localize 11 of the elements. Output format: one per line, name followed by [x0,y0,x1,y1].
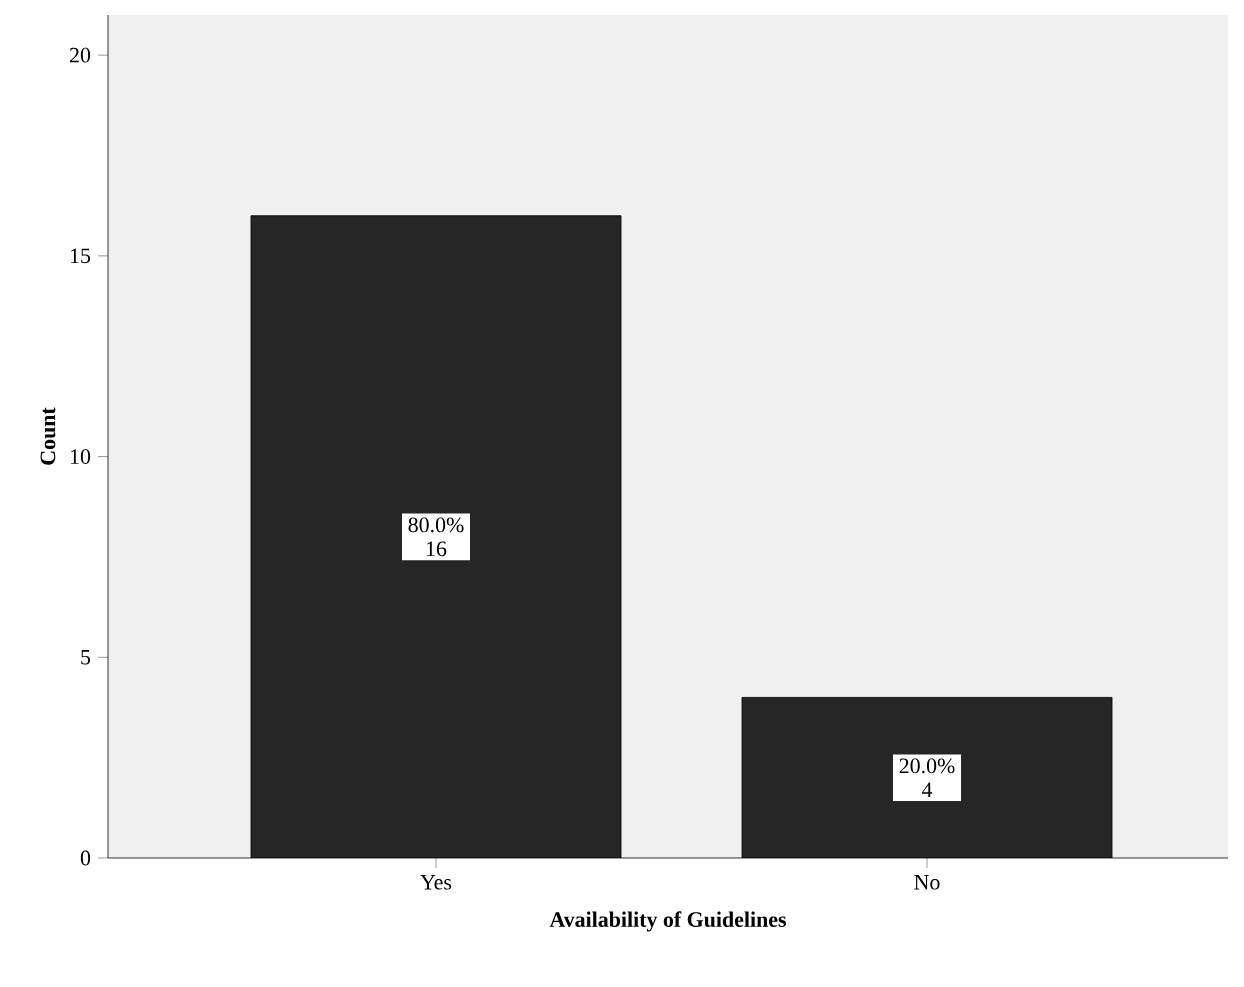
y-tick-label: 5 [81,650,91,665]
data-label: 80.0% 16 [408,517,464,557]
x-axis-title: Availability of Guidelines [549,911,787,932]
y-tick-label: 20 [70,47,91,63]
y-tick-label: 0 [80,850,91,866]
y-tick-label: 10 [70,449,91,464]
x-tick-label: No [914,875,940,890]
y-tick-label: 15 [70,248,91,264]
data-label: 20.0% 4 [899,758,955,797]
x-tick-label: Yes [420,875,452,890]
y-axis-title: Count [40,407,56,465]
